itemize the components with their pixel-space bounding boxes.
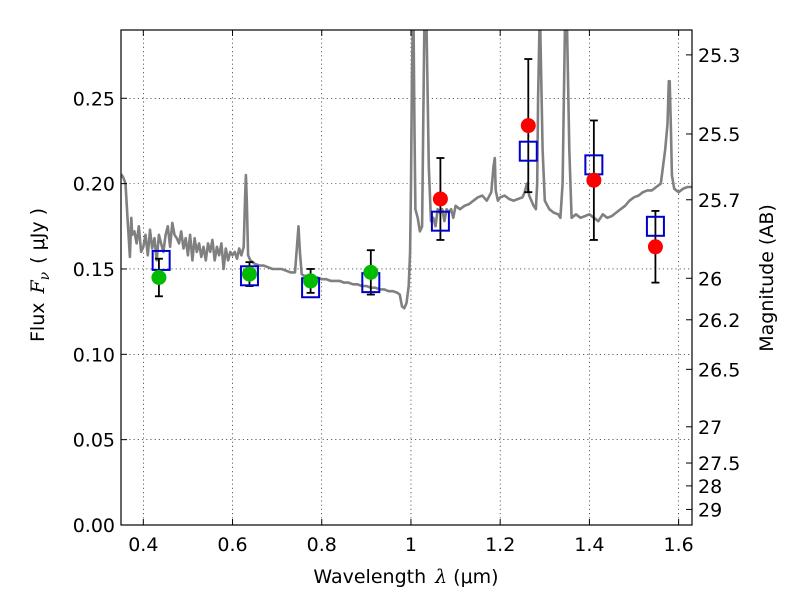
ticks: 0.4 0.6 0.8 1 1.2 1.4 1.6 0.00 0.05 0.10 0.15 0.20 0…	[73, 30, 740, 556]
green-point	[151, 270, 167, 285]
x-tick-label: 1.2	[485, 534, 515, 556]
open-square-point	[239, 265, 259, 287]
model-spectrum-line	[121, 30, 692, 310]
y2-tick-label: 25.3	[698, 45, 740, 67]
red-point	[432, 191, 448, 207]
open-square-point	[645, 215, 665, 237]
x-tick-label: 0.8	[307, 534, 337, 556]
y-tick-label: 0.15	[73, 259, 115, 281]
red-point	[520, 118, 536, 134]
open-square-point	[151, 249, 171, 271]
y2-tick-label: 28	[698, 476, 722, 498]
y2-tick-label: 26.5	[698, 359, 740, 381]
plot-background	[121, 30, 692, 525]
y2-tick-label: 26	[698, 268, 722, 290]
green-point	[303, 273, 319, 289]
y2-axis-title: Magnitude (AB)	[756, 204, 778, 352]
y2-tick-label: 27.5	[698, 453, 740, 475]
y2-tick-label: 25.5	[698, 124, 740, 146]
green-point	[241, 266, 257, 282]
red-point	[586, 172, 602, 188]
x-tick-label: 1.4	[574, 534, 604, 556]
x-tick-label: 0.6	[217, 534, 247, 556]
open-square-point	[430, 210, 450, 232]
y2-tick-label: 29	[698, 499, 722, 521]
y-tick-label: 0.10	[73, 344, 115, 366]
x-tick-label: 1	[405, 534, 417, 556]
y2-tick-label: 25.7	[698, 190, 740, 212]
y2-tick-label: 26.2	[698, 310, 740, 332]
grid	[121, 30, 692, 526]
marker-layer	[151, 58, 665, 299]
y-axis-title: FluxFν( μJy )	[27, 208, 53, 342]
y-tick-label: 0.25	[73, 88, 115, 110]
spectrum-layer	[121, 30, 692, 310]
green-point	[363, 264, 379, 280]
y-tick-label: 0.00	[73, 515, 115, 537]
plot-frame	[120, 29, 693, 526]
red-point	[647, 239, 663, 255]
x-tick-label: 0.4	[128, 534, 158, 556]
y-tick-label: 0.20	[73, 174, 115, 196]
y2-tick-label: 27	[698, 417, 722, 439]
open-square-point	[518, 140, 538, 162]
x-tick-label: 1.6	[664, 534, 694, 556]
y-tick-label: 0.05	[73, 430, 115, 452]
x-axis-title: Wavelength λ (μm)	[313, 566, 498, 588]
